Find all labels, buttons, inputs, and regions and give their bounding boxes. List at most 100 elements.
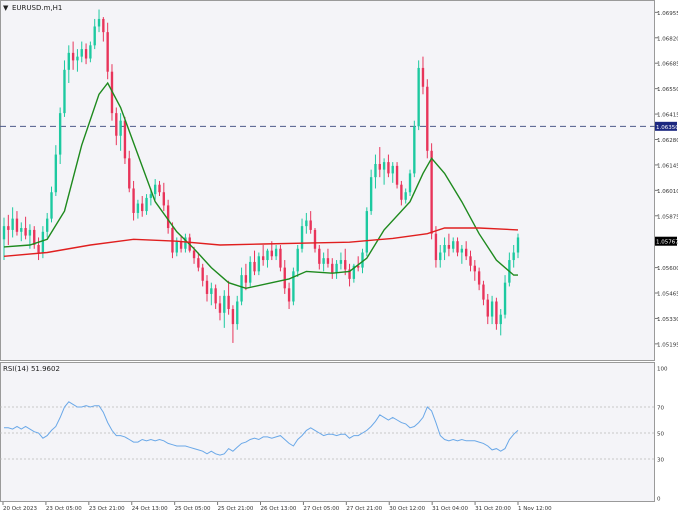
time-tick-label: 20 Oct 2023 <box>3 506 38 512</box>
candle-body <box>54 154 58 193</box>
candle-body <box>93 26 96 46</box>
candle-body <box>361 252 364 268</box>
candle-body <box>15 218 19 232</box>
candle <box>365 207 369 257</box>
candle <box>37 237 40 261</box>
main-plot-bg <box>0 0 655 360</box>
candle-body <box>20 228 23 232</box>
candle-body <box>132 188 135 213</box>
price-tick-label: 1.06145 <box>657 163 678 169</box>
candle <box>15 211 19 236</box>
price-tick-label: 1.06010 <box>657 189 678 195</box>
candle-body <box>400 184 403 200</box>
candle <box>503 275 507 319</box>
candle <box>382 158 386 185</box>
symbol-label: EURUSD.m,H1 <box>12 4 62 12</box>
slow-moving-average-line <box>3 227 519 257</box>
candle-body <box>516 237 520 253</box>
candle <box>132 180 135 221</box>
candle <box>374 154 377 189</box>
rsi-line <box>4 401 519 456</box>
candle-body <box>365 211 369 253</box>
candle <box>404 188 407 204</box>
candle-body <box>352 265 356 279</box>
candle-body <box>313 229 317 249</box>
candle <box>231 305 235 343</box>
price-tick-label: 1.05330 <box>657 317 678 323</box>
candle <box>11 207 14 238</box>
candle <box>71 41 75 70</box>
candle <box>313 228 317 253</box>
time-tick-label: 27 Oct 05:00 <box>303 506 339 512</box>
time-tick-label: 26 Oct 13:00 <box>261 506 297 512</box>
candle-body <box>76 56 79 61</box>
candle-body <box>46 218 49 232</box>
candle <box>512 244 515 268</box>
candle <box>495 297 498 330</box>
candle <box>184 233 187 253</box>
candle-body <box>89 45 92 59</box>
time-tick-label: 31 Oct 04:00 <box>432 506 468 512</box>
price-tick-label: 1.05195 <box>657 342 678 348</box>
candle-body <box>119 120 122 136</box>
candle <box>391 162 394 183</box>
candle <box>400 180 403 206</box>
candle <box>227 280 230 315</box>
level-price-badge-label: 1.06350 <box>656 125 678 131</box>
candle <box>89 41 92 63</box>
candle <box>171 222 174 259</box>
candle-body <box>141 203 144 212</box>
candle-body <box>460 248 464 253</box>
candle-body <box>300 226 304 249</box>
candle-body <box>253 261 256 272</box>
candle-body <box>477 271 481 285</box>
candle-body <box>106 32 109 72</box>
rsi-tick-label: 0 <box>657 497 661 503</box>
candle <box>287 282 291 310</box>
candle-body <box>283 267 286 289</box>
candle-body <box>391 165 394 174</box>
candle-body <box>80 49 83 57</box>
candle-body <box>7 226 10 230</box>
axes: 1.06955 1.06820 1.06685 1.06550 1.06415 1.062… <box>2 11 678 512</box>
candle <box>102 17 105 42</box>
time-tick-label: 25 Oct 21:00 <box>218 506 254 512</box>
candle-body <box>439 252 442 261</box>
time-tick-label: 27 Oct 21:00 <box>346 506 382 512</box>
candle-body <box>305 220 308 227</box>
candle <box>490 295 494 325</box>
candle-body <box>369 177 373 212</box>
candle-body <box>404 192 407 200</box>
candle <box>300 218 304 253</box>
candle <box>20 222 23 242</box>
symbol-dropdown-icon[interactable]: ▼ <box>3 4 9 12</box>
candle-body <box>512 252 515 261</box>
candle <box>274 244 278 261</box>
candle-body <box>261 256 265 261</box>
time-tick-label: 1 Nov 12:00 <box>518 506 552 512</box>
candle-body <box>67 52 70 70</box>
candle <box>326 248 330 268</box>
candle <box>408 169 412 197</box>
candle <box>119 113 122 151</box>
candle-body <box>123 120 127 159</box>
candle <box>80 41 83 63</box>
candle <box>318 244 321 270</box>
candle-body <box>395 165 399 185</box>
candle <box>352 263 356 283</box>
fast-moving-average-line <box>3 81 518 290</box>
candle <box>84 43 88 65</box>
candle <box>63 60 66 117</box>
candle <box>348 263 351 287</box>
candle <box>2 217 6 261</box>
candle <box>97 9 101 33</box>
candle <box>443 237 446 261</box>
candle <box>158 180 161 197</box>
candle-body <box>128 158 131 189</box>
candle <box>413 120 416 178</box>
candle <box>197 252 200 272</box>
candle-body <box>417 67 420 127</box>
candle <box>153 179 157 200</box>
